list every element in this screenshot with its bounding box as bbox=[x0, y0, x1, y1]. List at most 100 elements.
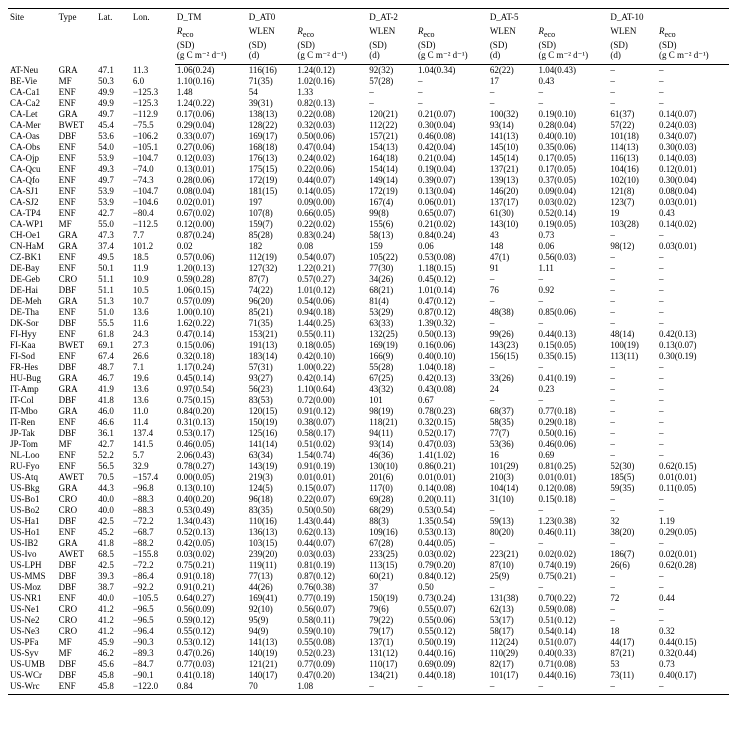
cell-at10w: 101(18) bbox=[608, 131, 657, 142]
cell-lon: −122.0 bbox=[131, 681, 175, 695]
cell-type: ENF bbox=[57, 98, 96, 109]
cell-at5w: 58(35) bbox=[488, 417, 537, 428]
cell-lon: −112.5 bbox=[131, 219, 175, 230]
cell-at10w: 73(11) bbox=[608, 670, 657, 681]
cell-tm: 0.13(0.01) bbox=[175, 164, 247, 175]
cell-at5w: 137(21) bbox=[488, 164, 537, 175]
cell-at2w: 132(25) bbox=[367, 329, 416, 340]
cell-at2w: 46(36) bbox=[367, 450, 416, 461]
cell-at5r: 0.02(0.02) bbox=[536, 549, 608, 560]
table-row: FI-HyyENF61.824.30.47(0.14)153(21)0.55(0… bbox=[8, 329, 729, 340]
unit-at2r: (SD)(g C m⁻² d⁻¹) bbox=[416, 39, 488, 64]
cell-at0r: 0.22(0.07) bbox=[295, 494, 367, 505]
table-body: AT-NeuGRA47.111.31.06(0.24)116(16)1.24(0… bbox=[8, 64, 729, 695]
cell-at2r: 0.84(0.24) bbox=[416, 230, 488, 241]
cell-at5r: 0.41(0.19) bbox=[536, 373, 608, 384]
cell-at10w: 32 bbox=[608, 516, 657, 527]
cell-site: IT-Amp bbox=[8, 384, 57, 395]
cell-at0w: 103(15) bbox=[247, 538, 296, 549]
cell-lon: 101.2 bbox=[131, 241, 175, 252]
cell-at0r: 0.62(0.13) bbox=[295, 527, 367, 538]
cell-at5w: 17 bbox=[488, 76, 537, 87]
cell-at5w: 91 bbox=[488, 263, 537, 274]
cell-tm: 0.12(0.03) bbox=[175, 153, 247, 164]
cell-tm: 0.42(0.05) bbox=[175, 538, 247, 549]
cell-lat: 45.2 bbox=[96, 527, 131, 538]
cell-tm: 0.67(0.02) bbox=[175, 208, 247, 219]
table-row: IT-ColDBF41.813.60.75(0.15)83(53)0.72(0.… bbox=[8, 395, 729, 406]
cell-at10r: 0.62(0.28) bbox=[657, 560, 729, 571]
cell-at5w: 101(29) bbox=[488, 461, 537, 472]
cell-at5w: – bbox=[488, 296, 537, 307]
cell-lon: −72.2 bbox=[131, 516, 175, 527]
cell-at5r: – bbox=[536, 362, 608, 373]
cell-at0w: 94(9) bbox=[247, 626, 296, 637]
cell-at5r: 0.92 bbox=[536, 285, 608, 296]
cell-type: ENF bbox=[57, 461, 96, 472]
cell-at10r: – bbox=[657, 274, 729, 285]
cell-at2w: 164(18) bbox=[367, 153, 416, 164]
table-row: JP-TakDBF36.1137.40.53(0.17)125(16)0.58(… bbox=[8, 428, 729, 439]
cell-site: IT-Ren bbox=[8, 417, 57, 428]
cell-at10r: – bbox=[657, 439, 729, 450]
cell-at2r: 0.44(0.18) bbox=[416, 670, 488, 681]
cell-at10w: – bbox=[608, 230, 657, 241]
cell-at2w: 55(28) bbox=[367, 362, 416, 373]
cell-lon: 137.4 bbox=[131, 428, 175, 439]
cell-at2r: 1.18(0.15) bbox=[416, 263, 488, 274]
cell-at2w: 233(25) bbox=[367, 549, 416, 560]
cell-at0w: 182 bbox=[247, 241, 296, 252]
cell-at0r: 1.10(0.64) bbox=[295, 384, 367, 395]
cell-lon: 13.6 bbox=[131, 395, 175, 406]
cell-lon: −90.3 bbox=[131, 637, 175, 648]
cell-at0r: 0.47(0.04) bbox=[295, 142, 367, 153]
cell-at5w: 210(3) bbox=[488, 472, 537, 483]
cell-at10r: 0.03(0.01) bbox=[657, 241, 729, 252]
cell-at5w: 110(29) bbox=[488, 648, 537, 659]
cell-at0w: 83(53) bbox=[247, 395, 296, 406]
table-row: US-IB2GRA41.8−88.20.42(0.05)103(15)0.44(… bbox=[8, 538, 729, 549]
cell-at5r: 0.75(0.21) bbox=[536, 571, 608, 582]
cell-at10w: – bbox=[608, 285, 657, 296]
cell-site: CA-Ojp bbox=[8, 153, 57, 164]
cell-at10w: – bbox=[608, 307, 657, 318]
cell-at2r: 0.87(0.12) bbox=[416, 307, 488, 318]
cell-at5w: 143(10) bbox=[488, 219, 537, 230]
cell-at2r: 0.45(0.12) bbox=[416, 274, 488, 285]
cell-site: CA-TP4 bbox=[8, 208, 57, 219]
cell-tm: 0.41(0.18) bbox=[175, 670, 247, 681]
table-row: DK-SorDBF55.511.61.62(0.22)71(35)1.44(0.… bbox=[8, 318, 729, 329]
cell-at2r: 1.04(0.18) bbox=[416, 362, 488, 373]
cell-at10r: – bbox=[657, 406, 729, 417]
cell-at0r: 1.33 bbox=[295, 87, 367, 98]
cell-site: US-Ne3 bbox=[8, 626, 57, 637]
cell-type: CRO bbox=[57, 615, 96, 626]
cell-tm: 0.53(0.12) bbox=[175, 637, 247, 648]
cell-at10w: 98(12) bbox=[608, 241, 657, 252]
cell-at0w: 71(35) bbox=[247, 76, 296, 87]
cell-at5r: 0.54(0.14) bbox=[536, 626, 608, 637]
cell-type: DBF bbox=[57, 560, 96, 571]
cell-at5w: 48(38) bbox=[488, 307, 537, 318]
cell-lon: −96.5 bbox=[131, 615, 175, 626]
cell-at5r: 0.70(0.22) bbox=[536, 593, 608, 604]
cell-at0r: 1.02(0.16) bbox=[295, 76, 367, 87]
cell-at5r: – bbox=[536, 296, 608, 307]
cell-at2w: 159 bbox=[367, 241, 416, 252]
cell-lat: 51.0 bbox=[96, 307, 131, 318]
cell-at2w: 63(33) bbox=[367, 318, 416, 329]
cell-at5w: 145(14) bbox=[488, 153, 537, 164]
cell-at0r: 0.42(0.14) bbox=[295, 373, 367, 384]
cell-at5r: – bbox=[536, 582, 608, 593]
cell-lon: −86.4 bbox=[131, 571, 175, 582]
cell-at2r: 1.04(0.34) bbox=[416, 64, 488, 76]
cell-tm: 0.46(0.05) bbox=[175, 439, 247, 450]
cell-site: US-NR1 bbox=[8, 593, 57, 604]
cell-lat: 39.3 bbox=[96, 571, 131, 582]
cell-at5r: – bbox=[536, 505, 608, 516]
cell-lat: 40.0 bbox=[96, 494, 131, 505]
cell-at5w: 62(22) bbox=[488, 64, 537, 76]
cell-at5r: 0.50(0.16) bbox=[536, 428, 608, 439]
cell-at5w: 112(24) bbox=[488, 637, 537, 648]
cell-at0r: 0.77(0.19) bbox=[295, 593, 367, 604]
